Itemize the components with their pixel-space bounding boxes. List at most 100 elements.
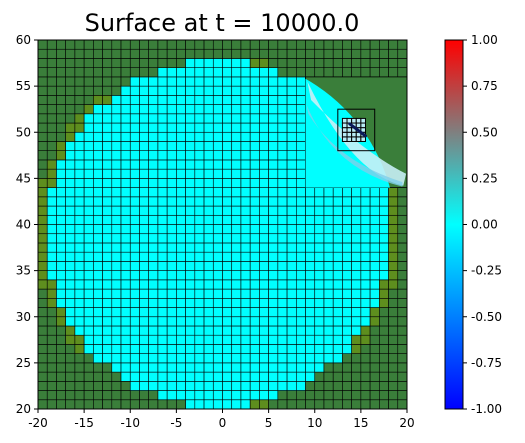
grid-cell <box>259 381 269 391</box>
grid-cell <box>74 141 85 152</box>
grid-cell <box>148 205 159 216</box>
grid-cell <box>194 344 205 354</box>
grid-cell <box>56 159 66 170</box>
grid-cell <box>129 251 140 262</box>
grid-cell <box>388 371 399 382</box>
grid-cell <box>38 261 48 271</box>
grid-cell <box>83 242 94 253</box>
grid-cell <box>139 381 150 391</box>
grid-cell <box>111 67 122 78</box>
grid-cell <box>74 168 85 179</box>
grid-cell <box>203 362 214 373</box>
grid-cell <box>176 381 186 391</box>
grid-cell <box>83 224 94 235</box>
grid-cell <box>46 371 57 382</box>
grid-cell <box>323 288 334 299</box>
grid-cell <box>65 390 76 401</box>
grid-cell <box>397 297 407 308</box>
grid-cell <box>240 251 251 262</box>
grid-cell <box>46 381 57 391</box>
grid-cell <box>111 325 122 336</box>
grid-cell <box>323 58 334 68</box>
grid-cell <box>388 251 399 262</box>
grid-cell <box>93 141 103 152</box>
grid-cell <box>259 224 269 235</box>
grid-cell <box>379 251 389 262</box>
grid-cell <box>231 205 242 216</box>
grid-cell <box>166 233 177 244</box>
grid-cell <box>56 279 66 290</box>
grid-cell <box>176 187 186 198</box>
grid-cell <box>240 85 251 96</box>
grid-cell <box>240 40 251 50</box>
grid-cell <box>129 325 140 336</box>
grid-cell <box>379 307 389 318</box>
grid-cell <box>240 214 251 225</box>
grid-cell <box>46 187 57 198</box>
grid-cell <box>157 344 168 354</box>
grid-cell <box>277 104 288 115</box>
grid-cell <box>120 288 131 299</box>
grid-cell <box>286 325 297 336</box>
grid-cell <box>139 316 150 327</box>
grid-cell <box>240 76 251 87</box>
grid-cell <box>139 48 150 59</box>
grid-cell <box>277 251 288 262</box>
grid-cell <box>240 48 251 59</box>
grid-cell <box>148 104 159 115</box>
grid-cell <box>379 224 389 235</box>
grid-cell <box>65 76 76 87</box>
grid-cell <box>212 371 223 382</box>
grid-cell <box>314 58 325 68</box>
grid-cell <box>369 316 380 327</box>
grid-cell <box>93 270 103 281</box>
grid-cell <box>185 85 196 96</box>
grid-cell <box>157 353 168 364</box>
grid-cell <box>93 76 103 87</box>
grid-cell <box>240 122 251 133</box>
grid-cell <box>38 104 48 115</box>
grid-cell <box>93 316 103 327</box>
grid-cell <box>360 288 371 299</box>
grid-cell <box>65 261 76 271</box>
grid-cell <box>129 344 140 354</box>
grid-cell <box>176 325 186 336</box>
grid-cell <box>129 150 140 161</box>
fine-grid-cell <box>360 117 366 124</box>
grid-cell <box>111 187 122 198</box>
grid-cell <box>111 233 122 244</box>
grid-cell <box>56 344 66 354</box>
grid-cell <box>74 131 85 142</box>
grid-cell <box>102 122 113 133</box>
grid-cell <box>74 307 85 318</box>
grid-cell <box>157 48 168 59</box>
grid-cell <box>65 325 76 336</box>
grid-cell <box>314 307 325 318</box>
grid-cell <box>231 270 242 281</box>
grid-cell <box>259 159 269 170</box>
grid-cell <box>148 141 159 152</box>
grid-cell <box>83 297 94 308</box>
grid-cell <box>268 150 279 161</box>
grid-cell <box>388 362 399 373</box>
grid-cell <box>369 399 380 409</box>
grid-cell <box>369 362 380 373</box>
grid-cell <box>74 279 85 290</box>
grid-cell <box>259 85 269 96</box>
grid-cell <box>379 214 389 225</box>
grid-cell <box>222 261 233 271</box>
grid-cell <box>46 353 57 364</box>
grid-cell <box>38 399 48 409</box>
grid-cell <box>277 325 288 336</box>
grid-cell <box>93 307 103 318</box>
grid-cell <box>212 362 223 373</box>
grid-cell <box>268 233 279 244</box>
grid-cell <box>157 224 168 235</box>
grid-cell <box>157 270 168 281</box>
grid-cell <box>83 325 94 336</box>
grid-cell <box>176 233 186 244</box>
grid-cell <box>74 159 85 170</box>
grid-cell <box>268 334 279 345</box>
grid-cell <box>56 307 66 318</box>
grid-cell <box>111 196 122 207</box>
